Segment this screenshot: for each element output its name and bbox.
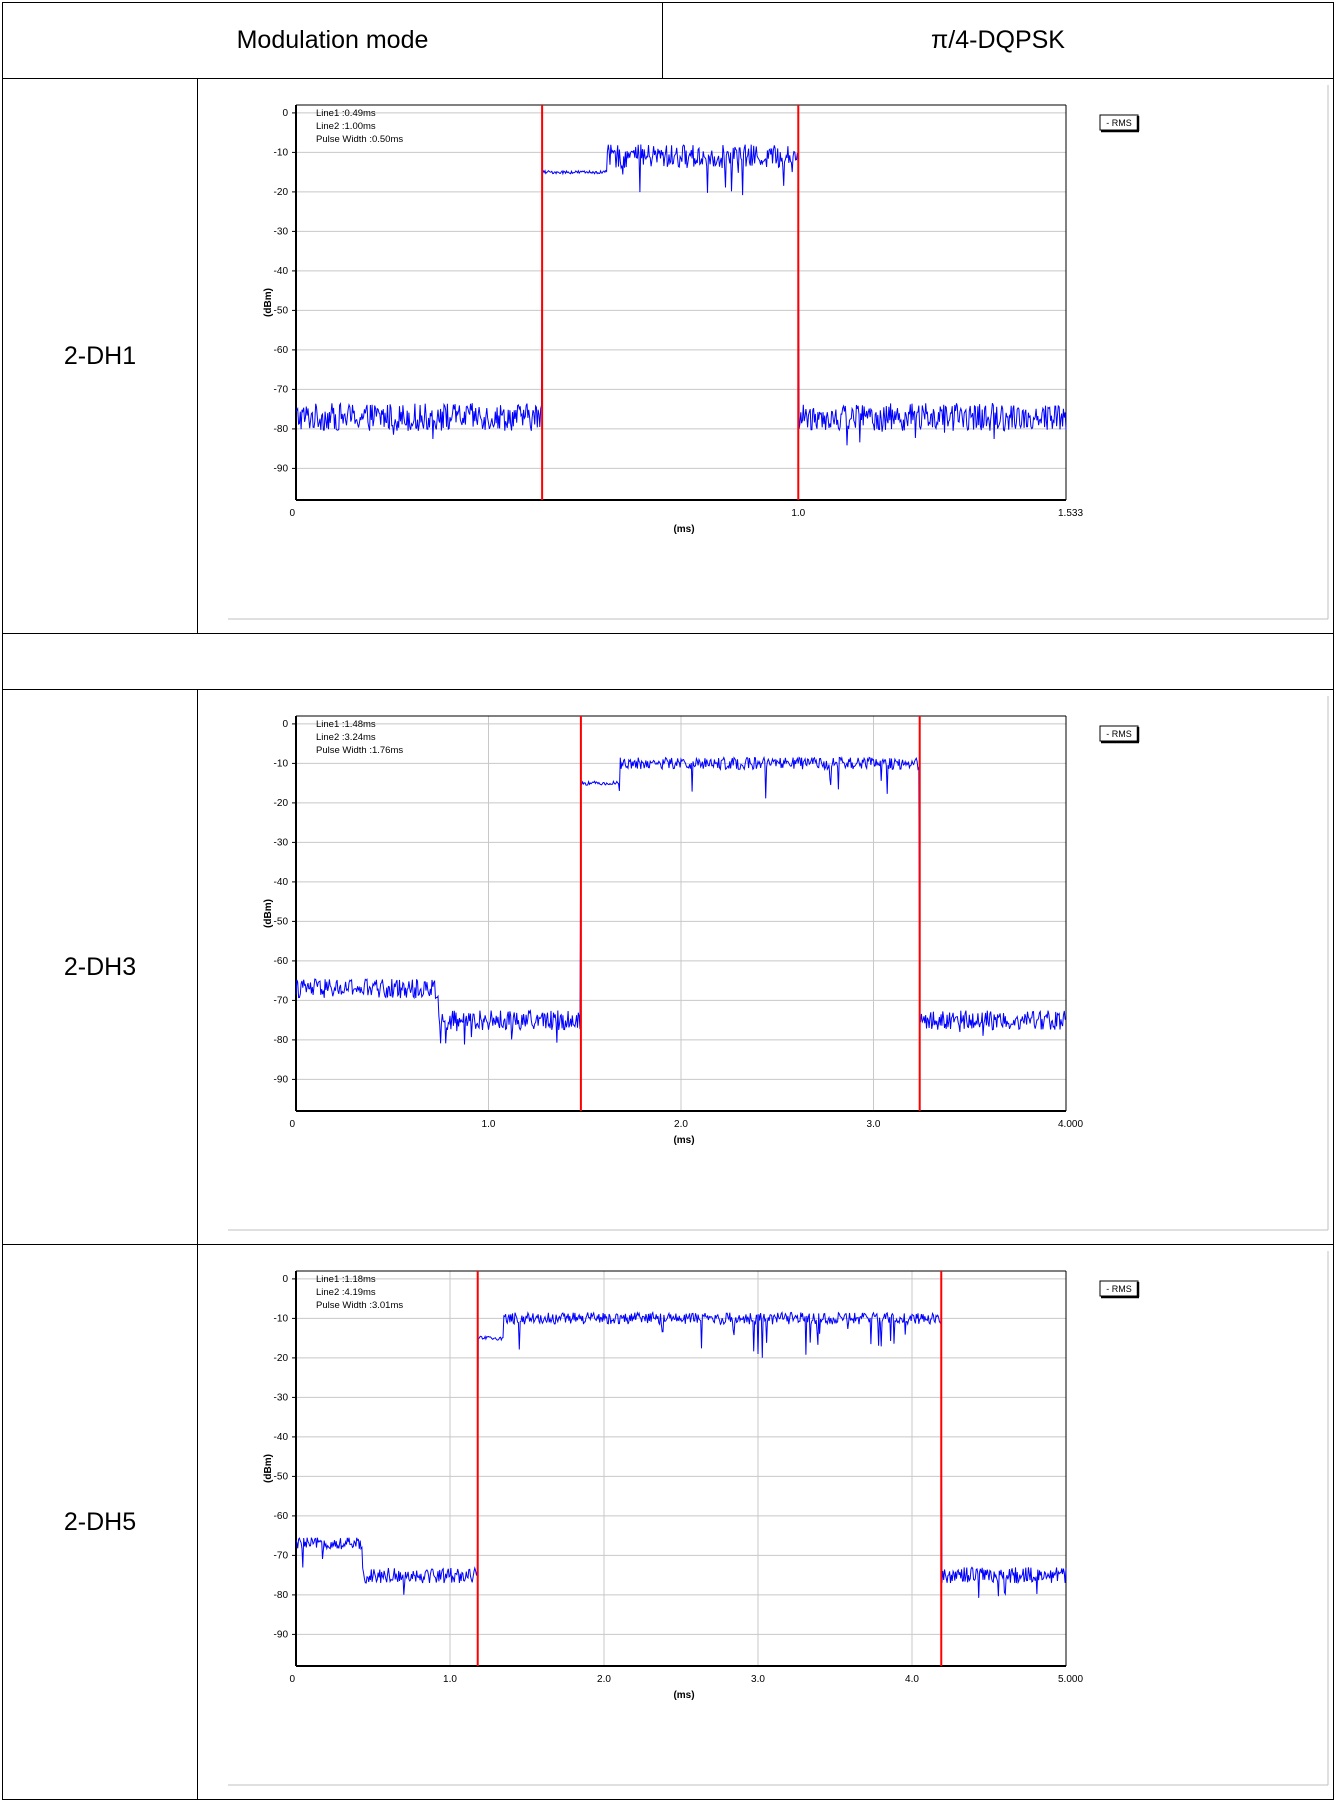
x-tick-label: 1.533 — [1058, 508, 1083, 519]
y-tick-label: -90 — [274, 1074, 289, 1085]
marker-annotation: Pulse Width :1.76ms — [316, 745, 403, 756]
y-tick-label: 0 — [282, 719, 288, 730]
x-tick-label: 0 — [289, 1674, 295, 1685]
y-tick-label: -50 — [274, 305, 289, 316]
y-tick-label: -60 — [274, 956, 289, 967]
chart-cell: 0 -10 -20 -30 -40 -50 -60 -70 -80 -90 0 1.0 2.0 3.0 4.… — [196, 689, 1335, 1245]
legend: - RMS — [1099, 114, 1140, 133]
marker-annotation: Line2 :4.19ms — [316, 1287, 376, 1298]
y-tick-label: -20 — [274, 1353, 289, 1364]
y-tick-label: -70 — [274, 1550, 289, 1561]
y-tick-label: -80 — [274, 424, 289, 435]
x-tick-label: 1.0 — [791, 508, 805, 519]
marker-annotation: Line1 :1.18ms — [316, 1274, 376, 1285]
marker-annotation: Line2 :3.24ms — [316, 732, 376, 743]
y-tick-label: 0 — [282, 1274, 288, 1285]
marker-annotation: Pulse Width :0.50ms — [316, 134, 403, 145]
chart-frame: 0 -10 -20 -30 -40 -50 -60 -70 -80 -90 0 1.0 1.533 (ms… — [198, 79, 1334, 633]
x-tick-label: 1.0 — [482, 1119, 496, 1130]
y-tick-label: -70 — [274, 995, 289, 1006]
y-tick-label: 0 — [282, 108, 288, 119]
y-tick-label: -20 — [274, 798, 289, 809]
y-tick-label: -50 — [274, 916, 289, 927]
marker-annotation: Line1 :0.49ms — [316, 108, 376, 119]
pulse-chart-2-dh5: 0 -10 -20 -30 -40 -50 -60 -70 -80 -90 0 1.0 2.0 3.0 4.… — [228, 1251, 1329, 1786]
row-2-dh5: 2-DH5 0 -10 -20 -30 -40 -50 -60 -70 -80 -90 0 1.0 2.… — [2, 1244, 1335, 1800]
y-tick-label: -60 — [274, 1511, 289, 1522]
y-tick-label: -10 — [274, 147, 289, 158]
y-tick-label: -50 — [274, 1471, 289, 1482]
y-tick-label: -70 — [274, 384, 289, 395]
marker-annotation: Pulse Width :3.01ms — [316, 1300, 403, 1311]
x-axis-label: (ms) — [673, 524, 694, 535]
chart-cell: 0 -10 -20 -30 -40 -50 -60 -70 -80 -90 0 1.0 1.533 (ms… — [196, 78, 1335, 634]
x-tick-label: 0 — [289, 1119, 295, 1130]
separator-row — [1, 633, 1335, 690]
header-row: Modulation mode π/4-DQPSK — [1, 2, 1335, 79]
x-tick-label: 3.0 — [751, 1674, 765, 1685]
y-tick-label: -20 — [274, 187, 289, 198]
marker-annotation: Line2 :1.00ms — [316, 121, 376, 132]
x-tick-label: 1.0 — [443, 1674, 457, 1685]
y-tick-label: -90 — [274, 463, 289, 474]
y-tick-label: -80 — [274, 1035, 289, 1046]
y-tick-label: -40 — [274, 266, 289, 277]
y-tick-label: -30 — [274, 226, 289, 237]
x-axis-label: (ms) — [673, 1690, 694, 1701]
y-tick-label: -40 — [274, 877, 289, 888]
x-tick-label: 4.000 — [1058, 1119, 1083, 1130]
pulse-chart-2-dh3: 0 -10 -20 -30 -40 -50 -60 -70 -80 -90 0 1.0 2.0 3.0 4.… — [228, 696, 1329, 1231]
row-2-dh3: 2-DH3 0 -10 -20 -30 -40 -50 -60 -70 -80 -90 0 1.0 2.… — [2, 689, 1335, 1245]
legend-entry: - RMS — [1106, 118, 1132, 128]
plot-area — [296, 105, 1066, 500]
modulation-mode-label: Modulation mode — [1, 2, 664, 79]
legend: - RMS — [1099, 1280, 1140, 1299]
y-tick-label: -30 — [274, 1392, 289, 1403]
y-tick-label: -10 — [274, 758, 289, 769]
x-tick-label: 2.0 — [597, 1674, 611, 1685]
rms-trace-line — [295, 755, 1067, 1045]
x-tick-label: 0 — [289, 508, 295, 519]
y-tick-label: -10 — [274, 1313, 289, 1324]
x-axis-label: (ms) — [673, 1135, 694, 1146]
rms-trace-line — [295, 1311, 1067, 1598]
packet-type-label: 2-DH1 — [2, 78, 198, 634]
modulation-mode-value: π/4-DQPSK — [662, 2, 1335, 79]
chart-frame: 0 -10 -20 -30 -40 -50 -60 -70 -80 -90 0 1.0 2.0 3.0 4.… — [198, 690, 1334, 1244]
y-tick-label: -30 — [274, 837, 289, 848]
y-tick-label: -40 — [274, 1432, 289, 1443]
chart-frame: 0 -10 -20 -30 -40 -50 -60 -70 -80 -90 0 1.0 2.0 3.0 4.… — [198, 1245, 1334, 1799]
y-axis-label: (dBm) — [263, 1454, 274, 1483]
packet-type-label: 2-DH3 — [2, 689, 198, 1245]
y-tick-label: -60 — [274, 345, 289, 356]
y-axis-label: (dBm) — [263, 288, 274, 317]
legend: - RMS — [1099, 725, 1140, 744]
chart-cell: 0 -10 -20 -30 -40 -50 -60 -70 -80 -90 0 1.0 2.0 3.0 4.… — [196, 1244, 1335, 1800]
x-tick-label: 3.0 — [867, 1119, 881, 1130]
packet-type-label: 2-DH5 — [2, 1244, 198, 1800]
pulse-chart-2-dh1: 0 -10 -20 -30 -40 -50 -60 -70 -80 -90 0 1.0 1.533 (ms… — [228, 85, 1329, 620]
y-tick-label: -80 — [274, 1590, 289, 1601]
rms-trace-line — [295, 144, 1067, 446]
plot-area — [296, 1271, 1066, 1666]
marker-annotation: Line1 :1.48ms — [316, 719, 376, 730]
legend-entry: - RMS — [1106, 1284, 1132, 1294]
x-tick-label: 2.0 — [674, 1119, 688, 1130]
y-tick-label: -90 — [274, 1629, 289, 1640]
legend-entry: - RMS — [1106, 729, 1132, 739]
separator-cell — [1, 633, 1335, 690]
x-tick-label: 4.0 — [905, 1674, 919, 1685]
x-tick-label: 5.000 — [1058, 1674, 1083, 1685]
row-2-dh1: 2-DH1 0 -10 -20 -30 -40 -50 -60 -70 -80 -90 0 1.0 1.… — [2, 78, 1335, 634]
y-axis-label: (dBm) — [263, 899, 274, 928]
